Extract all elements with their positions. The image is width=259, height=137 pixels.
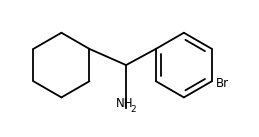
Text: NH: NH: [116, 97, 134, 110]
Text: Br: Br: [216, 77, 229, 90]
Text: 2: 2: [130, 105, 136, 114]
